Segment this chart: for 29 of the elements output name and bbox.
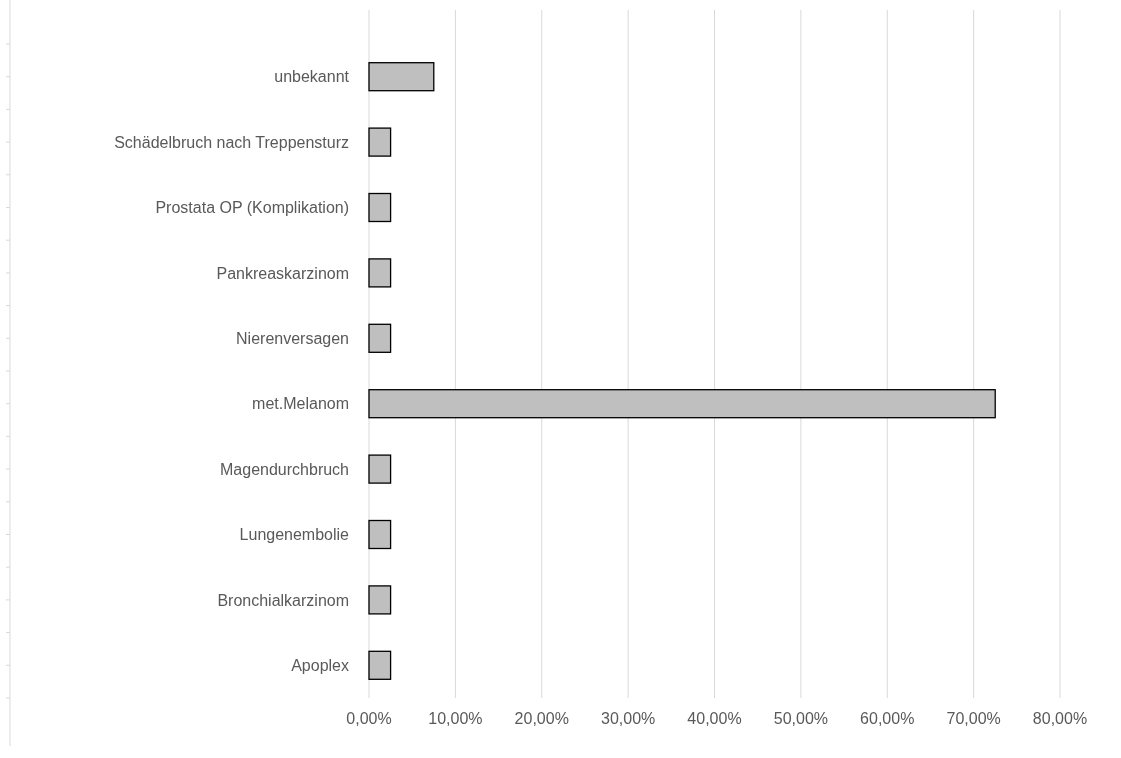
x-tick-label: 30,00%: [600, 710, 656, 727]
x-tick-label: 20,00%: [514, 710, 569, 727]
x-tick-label: 50,00%: [773, 710, 829, 727]
bar: [368, 650, 392, 680]
bar: [368, 323, 392, 353]
x-tick-label: 0,00%: [346, 710, 392, 727]
x-tick-label: 80,00%: [1032, 710, 1088, 727]
bar: [368, 192, 392, 223]
bar: [368, 389, 996, 419]
y-tick-label: Lungenembolie: [239, 526, 350, 544]
y-tick-label: Nierenversagen: [236, 329, 349, 347]
y-tick-label: Magendurchbruch: [220, 460, 349, 478]
y-tick-label: Schädelbruch nach Treppensturz: [114, 133, 349, 151]
y-tick-label: Prostata OP (Komplikation): [155, 199, 349, 217]
x-tick-label: 70,00%: [946, 710, 1001, 727]
x-tick-label: 60,00%: [860, 710, 915, 727]
y-tick-label: Bronchialkarzinom: [217, 591, 349, 609]
bar: [368, 62, 435, 92]
bar: [368, 585, 392, 615]
x-tick-label: 40,00%: [687, 710, 742, 727]
bar: [368, 454, 392, 484]
y-tick-label: Pankreaskarzinom: [216, 264, 349, 282]
bar: [368, 519, 392, 550]
bar: [368, 258, 392, 288]
y-tick-label: unbekannt: [274, 68, 350, 86]
bar: [368, 127, 392, 157]
x-tick-label: 10,00%: [428, 710, 483, 727]
y-tick-label: met.Melanom: [252, 395, 349, 413]
y-tick-label: Apoplex: [291, 656, 349, 674]
